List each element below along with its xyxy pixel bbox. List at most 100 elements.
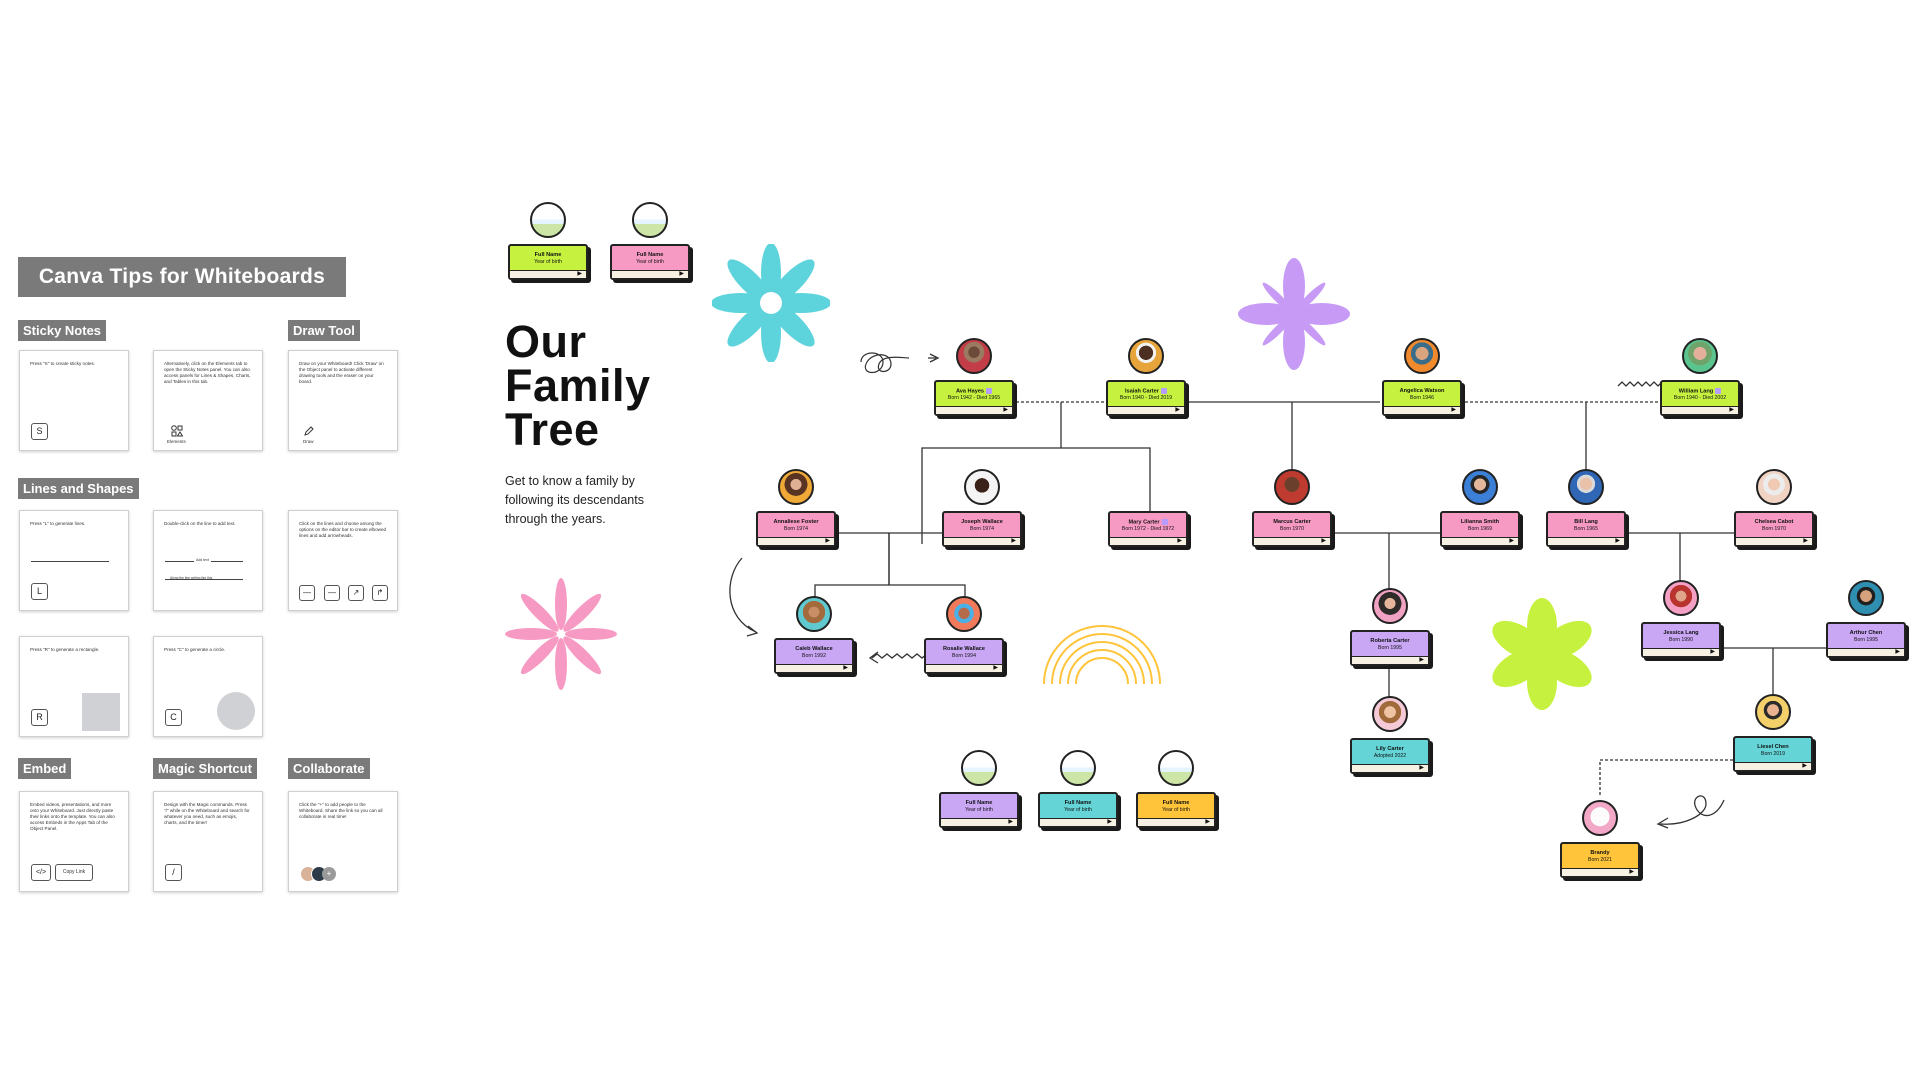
avatar[interactable] [778,469,814,505]
avatar[interactable] [1582,800,1618,836]
person-years: Year of birth [1162,807,1190,813]
person-card-annaliese-foster[interactable]: Annaliese Foster Born 1974 ▶ [756,469,836,547]
name-text: Mary Carter [1128,519,1160,526]
card-body: Chelsea Cabot Born 1970 ▶ [1734,511,1814,547]
person-years: Born 1972 - Died 1972 [1121,526,1175,532]
photo-placeholder[interactable] [530,202,566,238]
line-weight-button[interactable]: — [324,585,340,601]
person-card-jessica-lang[interactable]: Jessica Lang Born 1990 ▶ [1641,580,1721,658]
tip-text: Press "R" to generate a rectangle. [30,647,100,652]
avatar[interactable] [1372,588,1408,624]
avatar[interactable] [1663,580,1699,616]
line-style-button[interactable]: — [299,585,315,601]
card-footer: ▶ [1254,537,1330,545]
sample-line [165,579,243,580]
key-hint: S [31,423,48,440]
person-years: Year of birth [1064,807,1092,813]
person-card-lily-carter[interactable]: Lily Carter Adopted 2022 ▶ [1350,696,1430,774]
card-body: Angelica Watson Born 1946 ▶ [1382,380,1462,416]
photo-placeholder[interactable] [632,202,668,238]
photo-placeholder[interactable] [1060,750,1096,786]
tip-card-draw[interactable]: Draw on your Whiteboard! Click 'Draw' on… [288,350,398,451]
avatar[interactable] [964,469,1000,505]
person-card-template[interactable]: Full Name Year of birth ▶ [939,750,1019,828]
avatar[interactable] [1372,696,1408,732]
tip-card-sticky-2[interactable]: Alternatively, click on the Elements tab… [153,350,263,451]
card-footer: ▶ [1643,648,1719,656]
avatar[interactable] [796,596,832,632]
tip-card-lines-1[interactable]: Press "L" to generate lines. L [19,510,129,611]
person-card-ava-hayes[interactable]: Ava Hayes Born 1942 - Died 1965 ▶ [934,338,1014,416]
avatar[interactable] [956,338,992,374]
card-footer: ▶ [1352,656,1428,664]
tip-card-embed[interactable]: Embed videos, presentations, and more on… [19,791,129,892]
tip-card-lines-3[interactable]: Click on the lines and choose among the … [288,510,398,611]
avatar[interactable] [1755,694,1791,730]
avatar[interactable] [1756,469,1792,505]
person-card-template[interactable]: Full Name Year of birth ▶ [508,202,588,280]
arrow-right-icon: ▶ [1008,819,1013,825]
tip-card-circle[interactable]: Press "C" to generate a circle. C [153,636,263,737]
person-name: Full Name [1064,800,1092,806]
person-name: Lily Carter [1376,746,1404,752]
card-body: William Lang Born 1940 - Died 2002 ▶ [1660,380,1740,416]
card-footer: ▶ [1562,868,1638,876]
person-name: Full Name [1162,800,1190,806]
person-card-template[interactable]: Full Name Year of birth ▶ [610,202,690,280]
person-card-arthur-chen[interactable]: Arthur Chen Born 1995 ▶ [1826,580,1906,658]
avatar[interactable] [1568,469,1604,505]
person-card-liesel-chen[interactable]: Liesel Chen Born 2019 ▶ [1733,694,1813,772]
tip-text: Press "C" to generate a circle. [164,647,226,652]
tip-card-rectangle[interactable]: Press "R" to generate a rectangle. R [19,636,129,737]
person-card-brandy[interactable]: Brandy Born 2021 ▶ [1560,800,1640,878]
arrow-right-icon: ▶ [1509,538,1514,544]
person-card-template[interactable]: Full Name Year of birth ▶ [1136,750,1216,828]
copy-link-button[interactable]: Copy Link [55,864,93,881]
card-body: Full Name Year of birth ▶ [1038,792,1118,828]
avatar[interactable] [946,596,982,632]
title-line: Family [505,360,651,411]
person-name: Full Name [534,252,562,258]
avatar[interactable] [1848,580,1884,616]
tip-card-sticky-1[interactable]: Press "S" to create sticky notes. S [19,350,129,451]
person-name: Rosalie Wallace [942,646,986,652]
card-body: Jessica Lang Born 1990 ▶ [1641,622,1721,658]
flower-icon [1238,258,1350,370]
elbow-line-button[interactable]: ↱ [372,585,388,601]
person-card-roberta-carter[interactable]: Roberta Carter Born 1995 ▶ [1350,588,1430,666]
photo-placeholder[interactable] [1158,750,1194,786]
person-card-angelica-watson[interactable]: Angelica Watson Born 1946 ▶ [1382,338,1462,416]
arrow-start-button[interactable]: ↗ [348,585,364,601]
add-people-button[interactable]: + [322,867,336,881]
avatar[interactable] [1682,338,1718,374]
person-card-mary-carter[interactable]: Mary Carter Born 1972 - Died 1972 ▶ [1108,495,1188,547]
star-burst-icon [505,578,617,690]
person-card-isaiah-carter[interactable]: Isaiah Carter Born 1940 - Died 2019 ▶ [1106,338,1186,416]
avatar[interactable] [1128,338,1164,374]
arrow-right-icon: ▶ [1205,819,1210,825]
avatar[interactable] [1462,469,1498,505]
person-card-marcus-carter[interactable]: Marcus Carter Born 1970 ▶ [1252,469,1332,547]
person-card-caleb-wallace[interactable]: Caleb Wallace Born 1992 ▶ [774,596,854,674]
person-card-bill-lang[interactable]: Bill Lang Born 1965 ▶ [1546,469,1626,547]
avatar[interactable] [1274,469,1310,505]
person-card-template[interactable]: Full Name Year of birth ▶ [1038,750,1118,828]
person-card-lilianna-smith[interactable]: Lilianna Smith Born 1969 ▶ [1440,469,1520,547]
person-card-william-lang[interactable]: William Lang Born 1940 - Died 2002 ▶ [1660,338,1740,416]
person-years: Born 1940 - Died 2002 [1673,395,1727,401]
card-footer: ▶ [1548,537,1624,545]
person-card-chelsea-cabot[interactable]: Chelsea Cabot Born 1970 ▶ [1734,469,1814,547]
tip-text: Double-click on the line to add text. [164,521,236,526]
person-name: Mary Carter [1110,519,1186,526]
person-name: Liesel Chen [1757,744,1789,750]
person-card-rosalie-wallace[interactable]: Rosalie Wallace Born 1994 ▶ [924,596,1004,674]
tip-card-collaborate[interactable]: Click the "+" to add people to the White… [288,791,398,892]
avatar[interactable] [1404,338,1440,374]
person-card-joseph-wallace[interactable]: Joseph Wallace Born 1974 ▶ [942,469,1022,547]
tip-card-lines-2[interactable]: Double-click on the line to add text. Ad… [153,510,263,611]
tip-card-magic[interactable]: Design with the Magic commands. Press "/… [153,791,263,892]
photo-placeholder[interactable] [961,750,997,786]
person-years: Born 1940 - Died 2019 [1119,395,1173,401]
tip-text: Click on the lines and choose among the … [299,521,387,538]
